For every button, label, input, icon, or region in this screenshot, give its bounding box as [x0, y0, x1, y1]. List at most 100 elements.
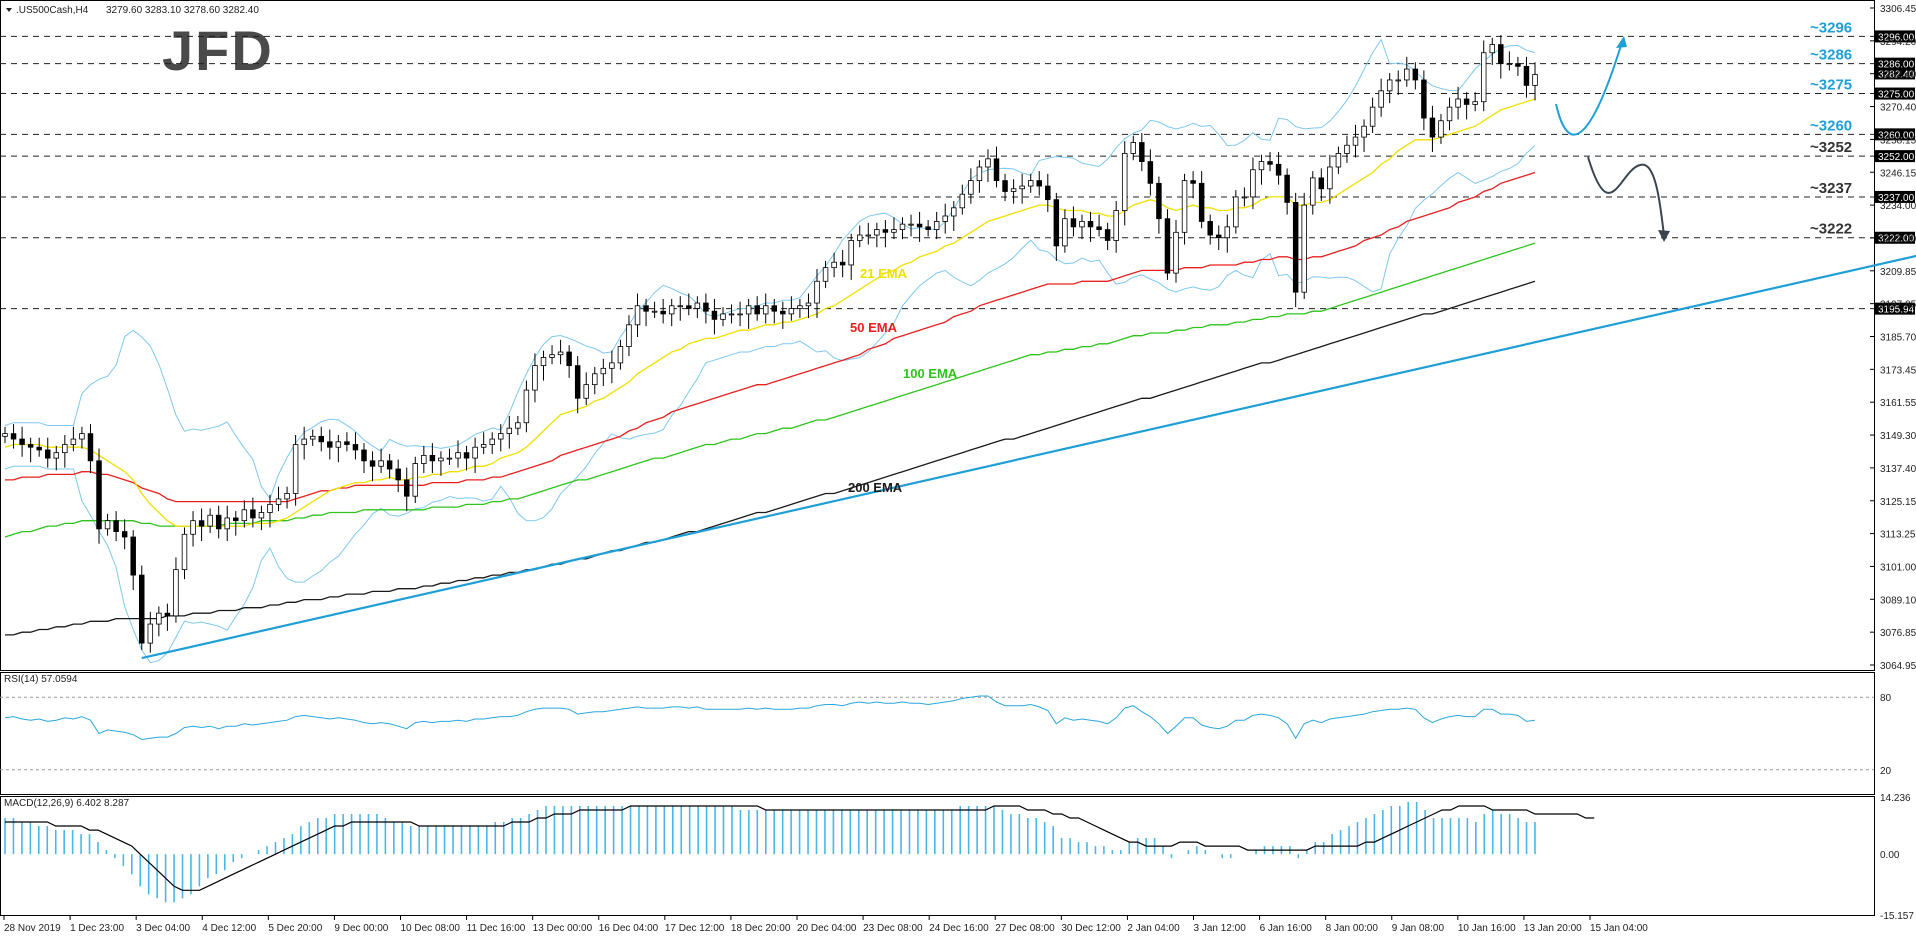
bollinger-lower-line [4, 145, 1536, 664]
candle-body [1352, 136, 1359, 146]
trendline [141, 254, 1916, 660]
candle-body [327, 441, 333, 448]
candle-body [643, 305, 649, 312]
candle-body [173, 569, 179, 617]
level-box-value: 3260.00 [1878, 130, 1915, 141]
candle [156, 606, 162, 637]
candle [1489, 37, 1496, 65]
ema-label: 50 EMA [850, 320, 898, 335]
candle-body [788, 308, 795, 315]
candle-body [916, 223, 923, 228]
candle-body [1190, 180, 1196, 184]
price-tick-label: 3137.40 [1880, 464, 1916, 475]
candle [574, 356, 581, 414]
candle-body [1480, 52, 1487, 103]
candle [113, 511, 119, 542]
candle [1480, 40, 1487, 112]
candle-body [557, 351, 564, 356]
time-tick-label: 16 Dec 04:00 [599, 923, 659, 934]
candle-body [1181, 180, 1188, 233]
candle-body [540, 357, 547, 367]
price-tick-label: 3185.70 [1880, 333, 1916, 344]
level-label: ~3252 [1810, 139, 1852, 156]
candle [62, 434, 68, 468]
candle [173, 557, 179, 623]
candle [412, 456, 419, 503]
price-tick-label: 3294.20 [1880, 37, 1916, 48]
candle-body [686, 305, 692, 309]
candle-body [147, 623, 154, 644]
candle-body [1027, 180, 1034, 187]
candle-body [1233, 196, 1239, 228]
candle-body [96, 460, 102, 530]
level-box-bg [1875, 128, 1915, 141]
level-box-value: 3275.00 [1878, 90, 1915, 101]
candle-body [421, 454, 427, 464]
candle [925, 220, 931, 237]
candle-body [1378, 90, 1384, 108]
candle-body [1498, 44, 1504, 65]
candle [1515, 56, 1521, 76]
candle-body [532, 365, 538, 391]
candle-body [1489, 44, 1496, 54]
candle-body [839, 261, 846, 266]
candle-body [694, 302, 701, 309]
candle-body [53, 452, 60, 459]
candle [1404, 56, 1410, 87]
rsi-tick-label: 80 [1880, 693, 1892, 704]
candle-body [1267, 161, 1273, 165]
candle-body [1036, 180, 1042, 187]
candle [1318, 168, 1325, 202]
candle-body [1198, 182, 1205, 222]
time-axis: 28 Nov 2019 1 Dec 23:00 3 Dec 04:00 4 Dec 1… [3, 916, 1648, 934]
candle-body [224, 517, 230, 530]
level-box-bg [1875, 30, 1915, 43]
candle-body [711, 310, 718, 320]
candle [660, 298, 666, 324]
candle [1344, 135, 1350, 163]
ema200-line [5, 280, 1536, 636]
candle-body [1404, 68, 1410, 81]
candle-body [583, 384, 589, 399]
candle-body [1335, 153, 1342, 168]
candle [1506, 51, 1513, 71]
candle-body [352, 444, 359, 451]
candle-body [258, 512, 265, 519]
candle-body [891, 229, 897, 233]
level-box-bg [1875, 57, 1915, 70]
down-arrowhead-icon [1658, 230, 1670, 242]
candle-body [1147, 161, 1154, 184]
candle-body [1241, 196, 1248, 199]
candle [386, 454, 393, 479]
main-panel-frame [0, 0, 1875, 671]
price-tick-label: 3064.95 [1880, 661, 1916, 672]
candle [1438, 113, 1444, 144]
level-label: ~3296 [1810, 19, 1852, 36]
candle [566, 345, 572, 378]
level-label: ~3222 [1810, 221, 1852, 238]
candle [104, 513, 111, 536]
price-tick-label: 3234.00 [1880, 201, 1916, 212]
candle-body [1258, 161, 1265, 171]
candle [985, 149, 991, 182]
candle-body [925, 226, 931, 230]
candle-body [395, 468, 401, 481]
candle-body [1455, 98, 1461, 108]
candle [874, 222, 880, 248]
dropdown-triangle-icon[interactable] [6, 8, 12, 12]
candle-body [771, 305, 778, 312]
candle-body [1250, 169, 1256, 198]
level-label: ~3286 [1810, 47, 1852, 64]
candle-body [651, 310, 658, 313]
level-box-value: 3296.00 [1878, 32, 1915, 43]
candle [891, 217, 897, 240]
ema-label: 100 EMA [903, 366, 958, 381]
candle-body [104, 520, 111, 530]
candle-body [36, 446, 42, 451]
candle [284, 486, 290, 509]
time-tick-label: 10 Dec 08:00 [401, 923, 461, 934]
level-box-bg [1875, 150, 1915, 163]
price-tick-label: 3125.15 [1880, 497, 1916, 508]
time-tick-label: 23 Dec 08:00 [863, 923, 923, 934]
